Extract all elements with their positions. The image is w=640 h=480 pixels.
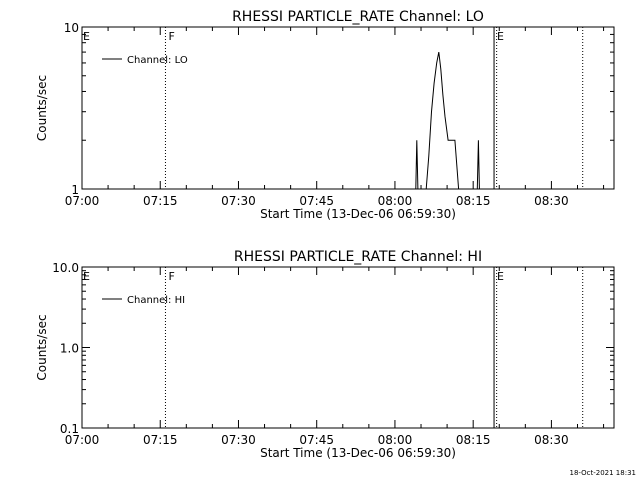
edge-marker-label: E bbox=[83, 30, 90, 43]
y-tick-label: 1 bbox=[71, 183, 79, 197]
x-tick-label: 07:30 bbox=[221, 433, 256, 447]
legend-entry: Channel: LO bbox=[127, 55, 188, 66]
y-axis-label: Counts/sec bbox=[35, 314, 49, 380]
x-tick-label: 08:15 bbox=[456, 433, 491, 447]
x-tick-label: 08:30 bbox=[534, 433, 569, 447]
x-axis-label: Start Time (13-Dec-06 06:59:30) bbox=[260, 446, 456, 460]
edge-marker-label: E bbox=[83, 270, 90, 283]
x-tick-label: 07:45 bbox=[299, 194, 334, 208]
x-tick-label: 08:15 bbox=[456, 194, 491, 208]
x-tick-label: 07:00 bbox=[65, 194, 100, 208]
x-tick-label: 08:00 bbox=[378, 433, 413, 447]
y-tick-label: 10 bbox=[64, 21, 79, 35]
x-tick-label: 07:45 bbox=[299, 433, 334, 447]
event-marker-label: F bbox=[168, 30, 174, 43]
footer-timestamp: 18-Oct-2021 18:31 bbox=[570, 469, 636, 477]
x-tick-label: 07:15 bbox=[143, 194, 178, 208]
y-tick-label: 1.0 bbox=[60, 342, 79, 356]
x-tick-label: 07:15 bbox=[143, 433, 178, 447]
chart-title: RHESSI PARTICLE_RATE Channel: HI bbox=[234, 249, 482, 265]
plot-frame bbox=[81, 26, 615, 190]
x-axis-label: Start Time (13-Dec-06 06:59:30) bbox=[260, 207, 456, 221]
event-marker-label: F bbox=[168, 270, 174, 283]
series-line bbox=[415, 52, 480, 190]
chart-title: RHESSI PARTICLE_RATE Channel: LO bbox=[232, 9, 484, 25]
legend-entry: Channel: HI bbox=[127, 295, 185, 306]
x-tick-label: 07:30 bbox=[221, 194, 256, 208]
y-tick-label: 0.1 bbox=[60, 422, 79, 436]
plot-frame bbox=[81, 266, 615, 429]
event-marker-label: E bbox=[497, 270, 504, 283]
x-tick-label: 08:00 bbox=[378, 194, 413, 208]
event-marker-label: E bbox=[497, 30, 504, 43]
y-tick-label: 10.0 bbox=[52, 261, 79, 275]
x-tick-label: 07:00 bbox=[65, 433, 100, 447]
x-tick-label: 08:30 bbox=[534, 194, 569, 208]
y-axis-label: Counts/sec bbox=[35, 75, 49, 141]
